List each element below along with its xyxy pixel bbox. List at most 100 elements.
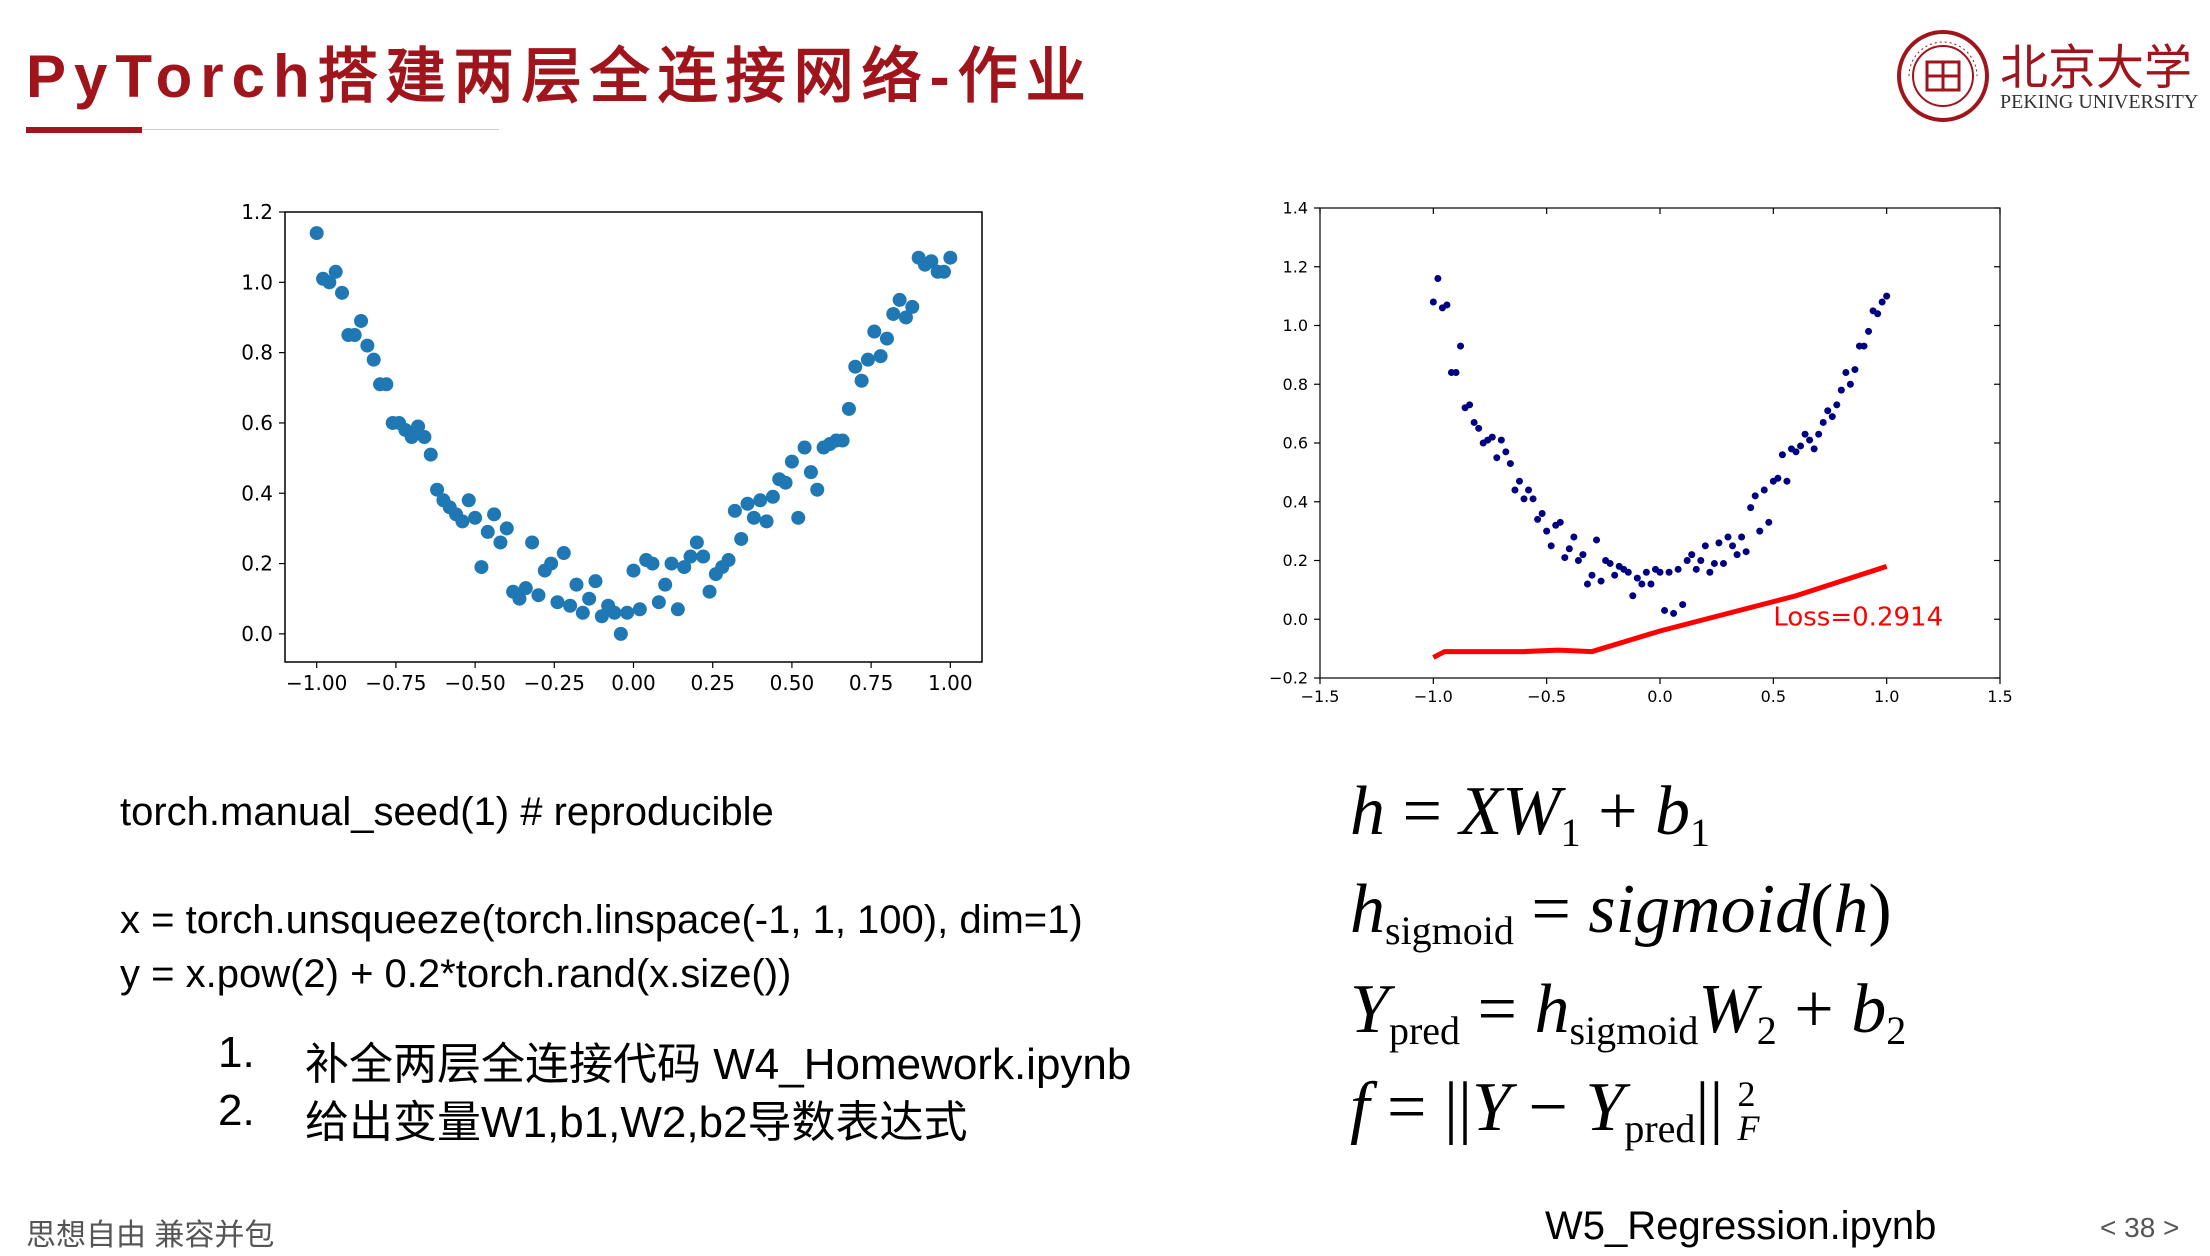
- data-point: [1502, 448, 1510, 456]
- data-point: [879, 331, 894, 346]
- data-point: [1742, 548, 1750, 556]
- data-point: [791, 510, 806, 525]
- data-point: [404, 430, 419, 444]
- data-point: [1656, 568, 1664, 576]
- data-point: [1665, 568, 1673, 576]
- scatter-chart-data: −1.00 −0.75 −0.50 −0.25 0.00 0.25 0.50 0.75 1.00…: [241, 200, 983, 695]
- data-point: [430, 482, 445, 497]
- data-point: [753, 493, 768, 508]
- data-point: [1534, 515, 1542, 523]
- title-underline-accent: [26, 127, 142, 133]
- data-point: [759, 514, 774, 529]
- data-point: [1579, 551, 1587, 559]
- data-point: [1697, 557, 1705, 564]
- data-point: [347, 328, 362, 343]
- data-point: [468, 510, 483, 525]
- data-point: [1538, 510, 1546, 517]
- data-point: [924, 254, 939, 269]
- data-point: [569, 577, 584, 592]
- y-tick-label: 0.8: [1283, 375, 1308, 394]
- data-point: [873, 349, 888, 364]
- y-tick-label: 0.6: [1283, 434, 1308, 453]
- data-point: [1593, 536, 1601, 544]
- data-point: [936, 264, 951, 279]
- data-point: [550, 595, 565, 610]
- data-point: [1588, 571, 1596, 579]
- x-tick-label: −1.5: [1301, 687, 1340, 706]
- data-point: [518, 581, 533, 596]
- y-tick-label: 0.6: [241, 411, 273, 435]
- data-point: [1715, 539, 1723, 547]
- data-point: [1493, 454, 1501, 462]
- title-underline: [142, 129, 499, 130]
- equation-sigmoid: hsigmoid = sigmoid(h): [1350, 871, 1892, 953]
- data-point: [417, 430, 432, 444]
- data-point: [1783, 477, 1791, 485]
- data-point: [886, 306, 901, 321]
- x-tick-label: 0.50: [770, 671, 815, 695]
- y-tick-label: 0.2: [1283, 551, 1308, 570]
- data-point: [1606, 559, 1614, 567]
- fit-line: [1432, 563, 1888, 660]
- data-point: [1429, 298, 1437, 306]
- data-point: [512, 591, 527, 606]
- data-point: [1511, 486, 1519, 494]
- data-point: [582, 591, 597, 606]
- data-point: [1860, 342, 1868, 350]
- data-point: [898, 310, 913, 325]
- data-point: [607, 605, 622, 620]
- data-point: [379, 377, 394, 392]
- data-point: [575, 605, 590, 620]
- data-point: [1878, 298, 1886, 306]
- data-point: [1647, 580, 1655, 588]
- y-tick-label: 1.2: [241, 200, 273, 224]
- data-point: [905, 299, 920, 314]
- data-point: [1683, 557, 1691, 564]
- data-point: [1692, 565, 1700, 573]
- footer-notebook-file: W5_Regression.ipynb: [1545, 1204, 1937, 1248]
- y-tick-label: 0.8: [241, 341, 273, 365]
- page-number: < 38 >: [2100, 1212, 2180, 1243]
- pku-seal-icon: [1897, 30, 1989, 122]
- data-point: [1624, 568, 1632, 576]
- y-tick-label: 0.4: [1283, 492, 1308, 511]
- code-line-y: y = x.pow(2) + 0.2*torch.rand(x.size()): [120, 952, 792, 996]
- data-point: [1629, 592, 1637, 600]
- data-point: [867, 324, 882, 339]
- x-tick-label: 1.00: [928, 671, 973, 695]
- data-point: [594, 609, 609, 624]
- data-point: [1457, 342, 1465, 350]
- data-point: [588, 574, 603, 589]
- data-point: [1874, 310, 1882, 318]
- data-point: [1443, 301, 1451, 309]
- data-point: [322, 275, 337, 290]
- data-point: [1611, 571, 1619, 579]
- data-point: [1547, 542, 1555, 550]
- logo-chinese-name: 北京大学: [2000, 40, 2193, 96]
- data-point: [1774, 474, 1782, 482]
- data-point: [841, 401, 856, 416]
- data-point: [1633, 574, 1641, 582]
- data-point: [645, 556, 660, 571]
- data-point: [1701, 542, 1709, 550]
- y-tick-label: 0.2: [241, 552, 273, 576]
- data-point: [493, 535, 508, 550]
- scatter-chart-fit: −1.5 −1.0 −0.5 0.0 0.5 1.0 1.5 −0.2 0.0 0.2 0.4 0.6…: [1270, 199, 2013, 706]
- data-point: [1778, 451, 1786, 459]
- data-point: [1642, 568, 1650, 576]
- data-point: [727, 503, 742, 518]
- data-point: [677, 560, 692, 575]
- data-point: [1506, 460, 1514, 468]
- data-point: [664, 556, 679, 571]
- data-point: [1543, 527, 1551, 535]
- data-point: [778, 475, 793, 490]
- x-tick-label: −0.25: [524, 671, 585, 695]
- task-1-text: 补全两层全连接代码 W4_Homework.ipynb: [305, 1040, 1132, 1089]
- data-point: [810, 482, 825, 497]
- plot-frame: [284, 211, 983, 663]
- data-point: [892, 292, 907, 307]
- loss-annotation: Loss=0.2914: [1773, 602, 1943, 632]
- data-point: [1729, 542, 1737, 550]
- data-point: [1846, 380, 1854, 388]
- data-point: [1806, 436, 1814, 444]
